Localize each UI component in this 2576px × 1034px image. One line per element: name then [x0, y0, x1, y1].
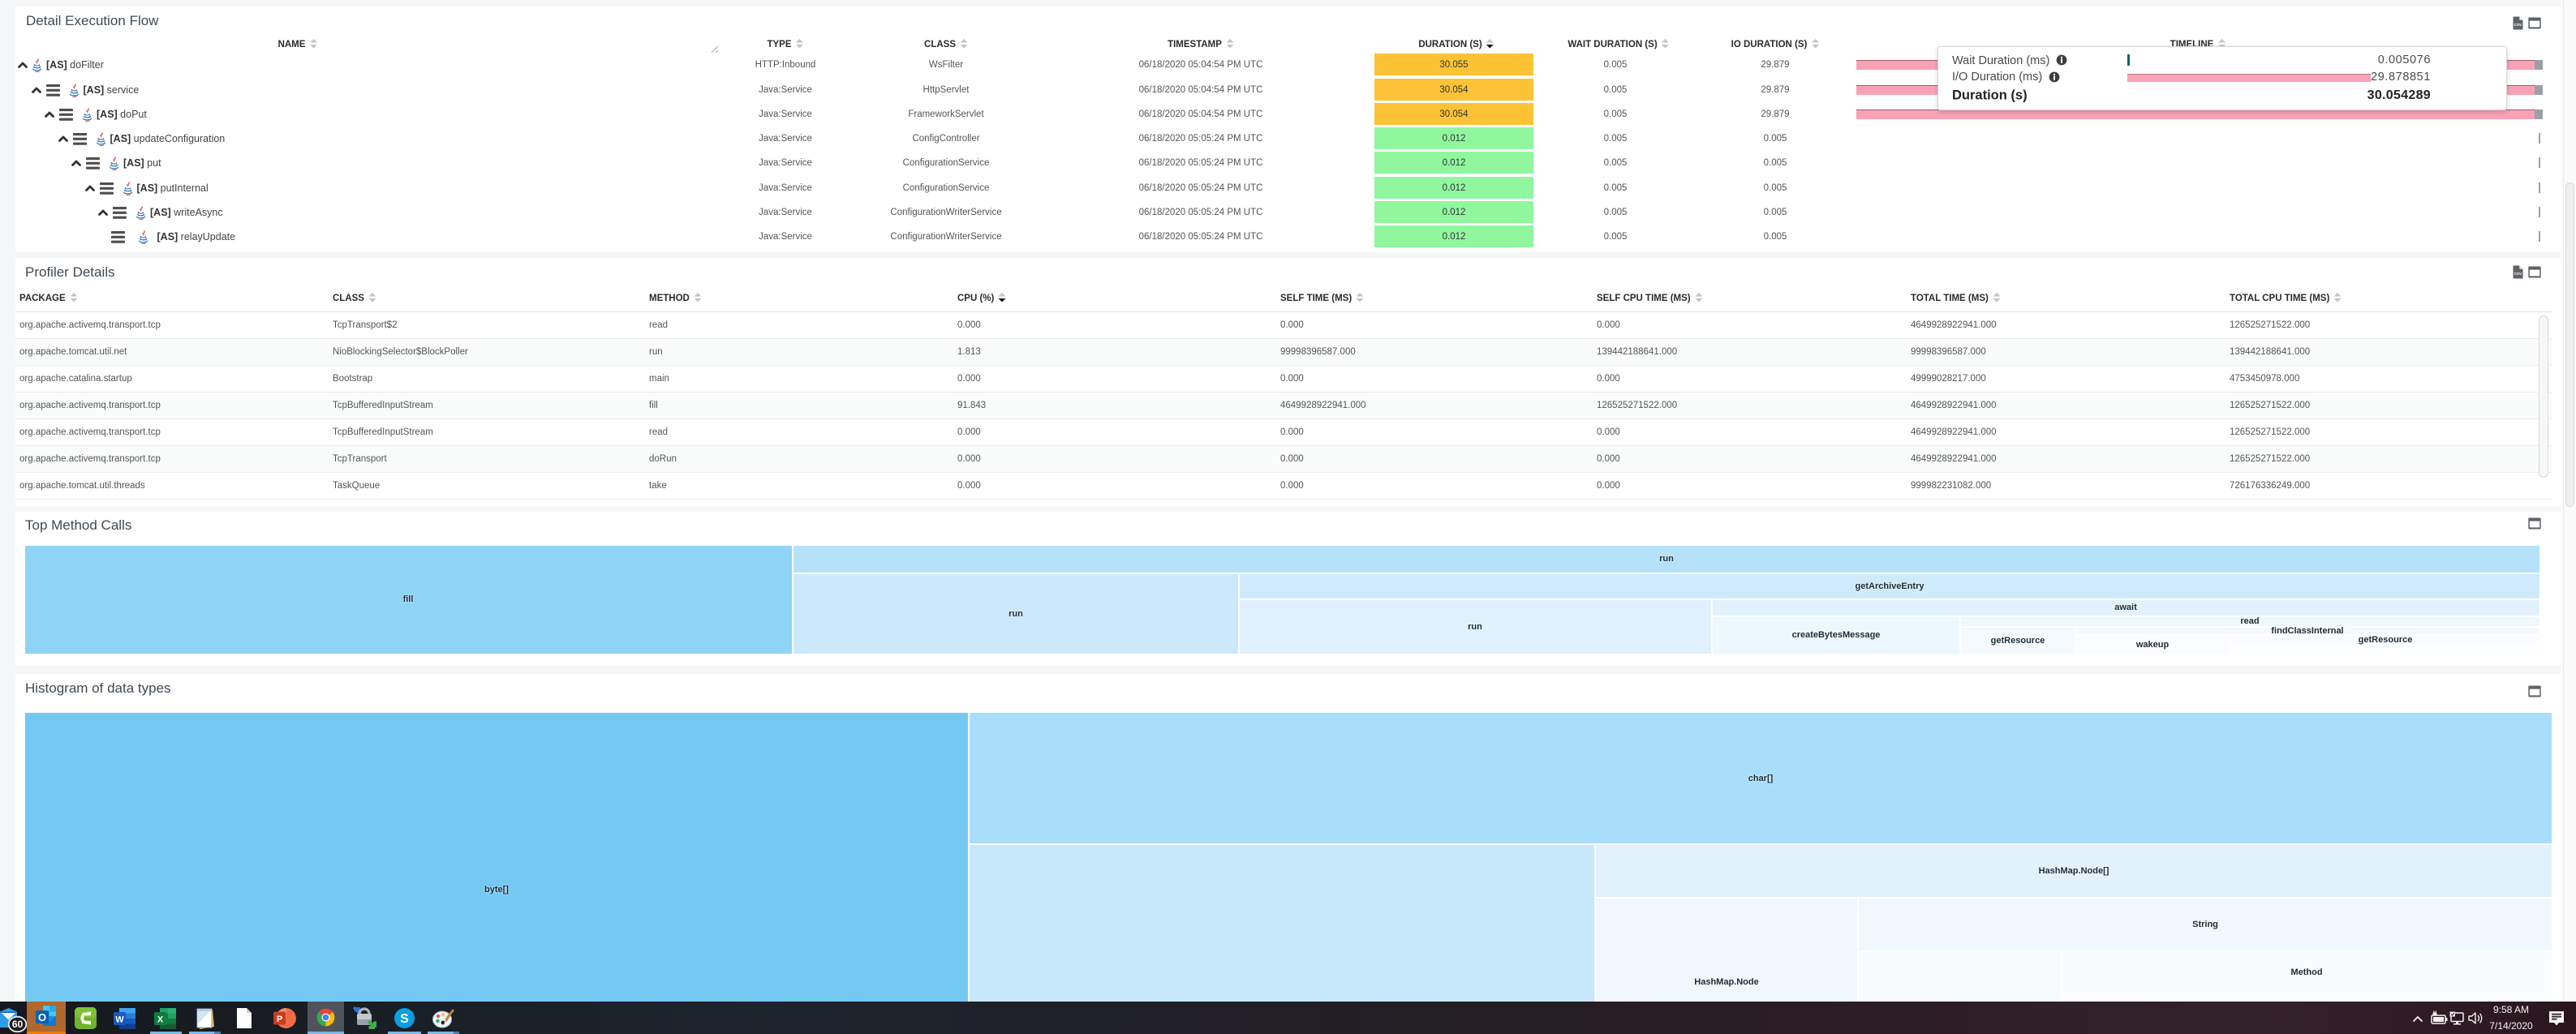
svg-text:X: X — [157, 1015, 164, 1025]
svg-text:P: P — [277, 1015, 282, 1024]
svg-text:O: O — [38, 1011, 46, 1023]
svg-text:W: W — [115, 1015, 124, 1025]
svg-text:S: S — [400, 1012, 409, 1026]
svg-text:60: 60 — [12, 1019, 24, 1030]
svg-text:CSV: CSV — [2514, 23, 2522, 27]
svg-text:CSV: CSV — [2514, 272, 2522, 276]
